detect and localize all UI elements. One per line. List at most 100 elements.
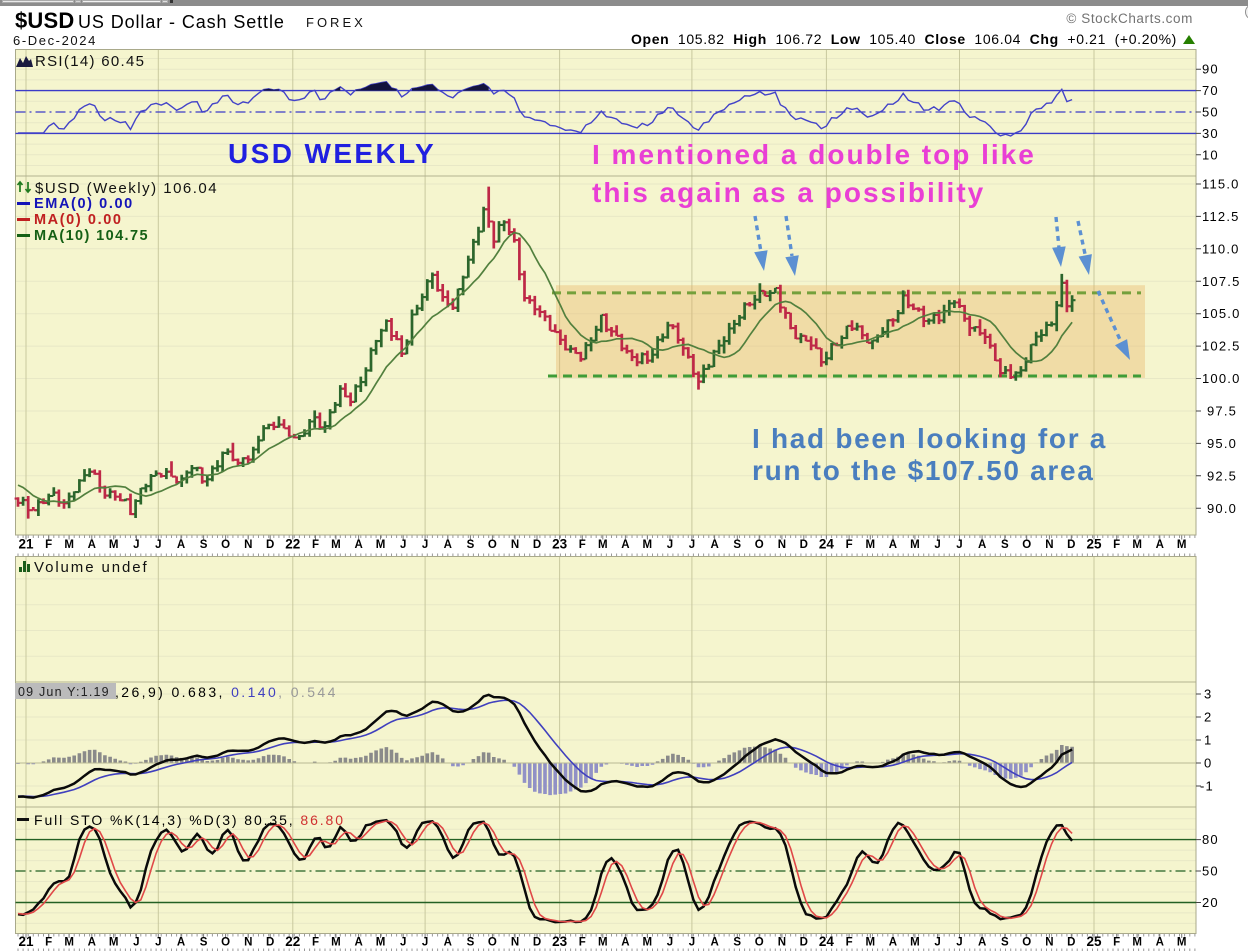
- svg-text:M: M: [1132, 539, 1142, 551]
- svg-text:N: N: [1045, 937, 1053, 949]
- svg-text:0: 0: [1204, 756, 1212, 771]
- svg-text:A: A: [889, 937, 897, 949]
- svg-text:J: J: [667, 539, 673, 551]
- svg-text:105.0: 105.0: [1202, 306, 1241, 321]
- svg-text:J: J: [400, 539, 406, 551]
- svg-text:J: J: [956, 937, 962, 949]
- svg-text:M: M: [109, 937, 119, 949]
- svg-text:F: F: [1113, 937, 1120, 949]
- svg-text:D: D: [800, 539, 808, 551]
- svg-text:50: 50: [1202, 105, 1219, 120]
- svg-text:J: J: [400, 937, 406, 949]
- svg-text:J: J: [934, 937, 940, 949]
- svg-text:M: M: [331, 937, 341, 949]
- svg-text:70: 70: [1202, 83, 1219, 98]
- svg-text:A: A: [621, 539, 629, 551]
- svg-text:N: N: [511, 539, 519, 551]
- svg-text:M: M: [64, 539, 74, 551]
- svg-text:D: D: [533, 539, 541, 551]
- svg-text:M: M: [866, 937, 876, 949]
- svg-text:22: 22: [285, 537, 300, 552]
- svg-text:F: F: [846, 937, 853, 949]
- svg-text:92.5: 92.5: [1207, 468, 1237, 483]
- svg-text:J: J: [155, 937, 161, 949]
- svg-text:20: 20: [1202, 895, 1219, 910]
- svg-text:A: A: [978, 937, 986, 949]
- svg-text:J: J: [133, 539, 139, 551]
- svg-text:M: M: [643, 539, 653, 551]
- svg-text:22: 22: [285, 934, 300, 949]
- svg-text:O: O: [221, 539, 230, 551]
- svg-text:3: 3: [1204, 687, 1212, 702]
- svg-text:S: S: [467, 539, 475, 551]
- svg-text:A: A: [889, 539, 897, 551]
- svg-text:S: S: [200, 539, 208, 551]
- svg-text:24: 24: [819, 934, 835, 949]
- svg-text:A: A: [978, 539, 986, 551]
- svg-text:115.0: 115.0: [1202, 177, 1240, 192]
- svg-text:80: 80: [1202, 832, 1219, 847]
- svg-text:50: 50: [1202, 864, 1219, 879]
- svg-text:M: M: [1177, 539, 1187, 551]
- svg-text:A: A: [177, 539, 185, 551]
- svg-text:112.5: 112.5: [1202, 209, 1240, 224]
- svg-text:O: O: [755, 937, 764, 949]
- svg-text:A: A: [354, 539, 362, 551]
- svg-text:D: D: [1067, 937, 1075, 949]
- svg-text:M: M: [598, 539, 608, 551]
- svg-text:24: 24: [819, 537, 835, 552]
- svg-text:N: N: [1045, 539, 1053, 551]
- svg-text:21: 21: [18, 934, 34, 949]
- svg-text:S: S: [467, 937, 475, 949]
- svg-text:25: 25: [1086, 537, 1102, 552]
- svg-text:A: A: [88, 937, 96, 949]
- svg-text:F: F: [1113, 539, 1120, 551]
- svg-text:M: M: [109, 539, 119, 551]
- svg-text:M: M: [331, 539, 341, 551]
- svg-text:N: N: [778, 937, 786, 949]
- svg-text:A: A: [354, 937, 362, 949]
- svg-text:D: D: [266, 539, 274, 551]
- svg-text:25: 25: [1086, 934, 1102, 949]
- svg-text:100.0: 100.0: [1202, 371, 1241, 386]
- svg-text:O: O: [488, 937, 497, 949]
- svg-text:J: J: [422, 539, 428, 551]
- svg-text:S: S: [733, 937, 741, 949]
- svg-text:D: D: [800, 937, 808, 949]
- svg-text:A: A: [621, 937, 629, 949]
- svg-text:A: A: [710, 937, 718, 949]
- svg-text:M: M: [376, 539, 386, 551]
- svg-text:21: 21: [18, 537, 34, 552]
- svg-text:F: F: [312, 937, 319, 949]
- svg-text:J: J: [133, 937, 139, 949]
- svg-text:F: F: [45, 539, 52, 551]
- svg-text:A: A: [444, 937, 452, 949]
- svg-text:M: M: [910, 937, 920, 949]
- svg-text:2: 2: [1204, 710, 1212, 725]
- svg-text:M: M: [910, 539, 920, 551]
- svg-text:O: O: [221, 937, 230, 949]
- svg-text:M: M: [1132, 937, 1142, 949]
- svg-text:A: A: [444, 539, 452, 551]
- svg-text:J: J: [422, 937, 428, 949]
- svg-text:D: D: [533, 937, 541, 949]
- svg-text:1: 1: [1204, 733, 1212, 748]
- svg-text:M: M: [64, 937, 74, 949]
- svg-text:S: S: [733, 539, 741, 551]
- svg-text:M: M: [643, 937, 653, 949]
- svg-text:-1: -1: [1200, 779, 1214, 794]
- svg-text:J: J: [155, 539, 161, 551]
- svg-text:A: A: [88, 539, 96, 551]
- svg-text:J: J: [689, 937, 695, 949]
- svg-text:M: M: [1177, 937, 1187, 949]
- svg-text:30: 30: [1202, 126, 1219, 141]
- svg-text:110.0: 110.0: [1202, 241, 1240, 256]
- svg-text:90: 90: [1202, 62, 1219, 77]
- svg-text:10: 10: [1202, 147, 1219, 162]
- svg-text:J: J: [689, 539, 695, 551]
- svg-text:A: A: [177, 937, 185, 949]
- svg-text:A: A: [710, 539, 718, 551]
- svg-text:D: D: [1067, 539, 1075, 551]
- svg-text:O: O: [1022, 937, 1031, 949]
- svg-text:A: A: [1156, 539, 1164, 551]
